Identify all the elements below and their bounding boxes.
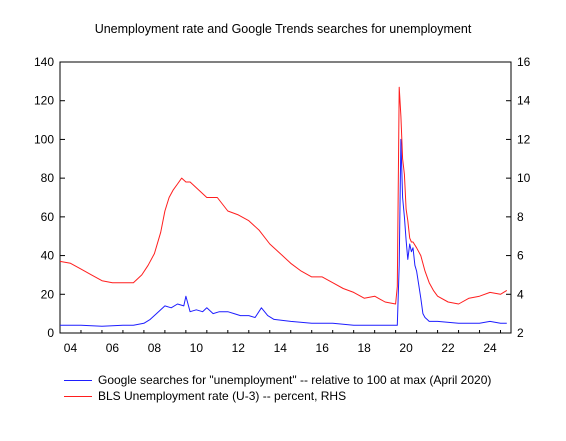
- series-line-bls-unemployment: [59, 86, 508, 305]
- legend-swatch-bls: [64, 395, 92, 397]
- legend-item-google: Google searches for "unemployment" -- re…: [64, 372, 491, 388]
- left-tick-label: 80: [41, 171, 55, 185]
- left-tick-label: 100: [34, 132, 54, 146]
- left-axis: 0 20 40 60 80 100 120 140: [34, 55, 65, 340]
- x-tick-label: 14: [274, 341, 288, 355]
- right-axis: 2 4 6 8 10 12 14 16: [506, 55, 531, 340]
- right-tick-label: 6: [517, 249, 524, 263]
- legend: Google searches for "unemployment" -- re…: [64, 372, 491, 404]
- chart-title: Unemployment rate and Google Trends sear…: [94, 22, 472, 36]
- left-tick-label: 40: [41, 249, 55, 263]
- left-tick-label: 60: [41, 210, 55, 224]
- right-tick-label: 10: [517, 171, 531, 185]
- plot-frame: [59, 61, 512, 334]
- x-tick-label: 16: [316, 341, 330, 355]
- x-tick-label: 20: [399, 341, 413, 355]
- right-tick-label: 2: [517, 326, 524, 340]
- left-tick-label: 0: [47, 326, 54, 340]
- legend-label-google: Google searches for "unemployment" -- re…: [98, 373, 492, 387]
- right-tick-label: 8: [517, 210, 524, 224]
- x-tick-label: 18: [357, 341, 371, 355]
- right-tick-label: 12: [517, 132, 531, 146]
- x-tick-label: 10: [190, 341, 204, 355]
- right-tick-label: 14: [517, 94, 531, 108]
- left-tick-label: 120: [34, 94, 54, 108]
- x-tick-label: 22: [441, 341, 455, 355]
- x-tick-label: 12: [232, 341, 246, 355]
- x-tick-label: 24: [483, 341, 497, 355]
- left-tick-label: 20: [41, 287, 55, 301]
- legend-item-bls: BLS Unemployment rate (U-3) -- percent, …: [64, 388, 491, 404]
- x-axis: 04 06 08 10 12 14 16 18 20 22 24: [59, 330, 502, 355]
- series-line-google-searches: [60, 138, 507, 327]
- x-tick-label: 06: [106, 341, 120, 355]
- right-tick-label: 4: [517, 287, 524, 301]
- x-tick-label: 08: [148, 341, 162, 355]
- x-tick-label: 04: [64, 341, 78, 355]
- series-layer: [59, 86, 508, 327]
- legend-label-bls: BLS Unemployment rate (U-3) -- percent, …: [98, 389, 347, 403]
- right-tick-label: 16: [517, 55, 531, 69]
- legend-swatch-google: [64, 379, 92, 381]
- left-tick-label: 140: [34, 55, 54, 69]
